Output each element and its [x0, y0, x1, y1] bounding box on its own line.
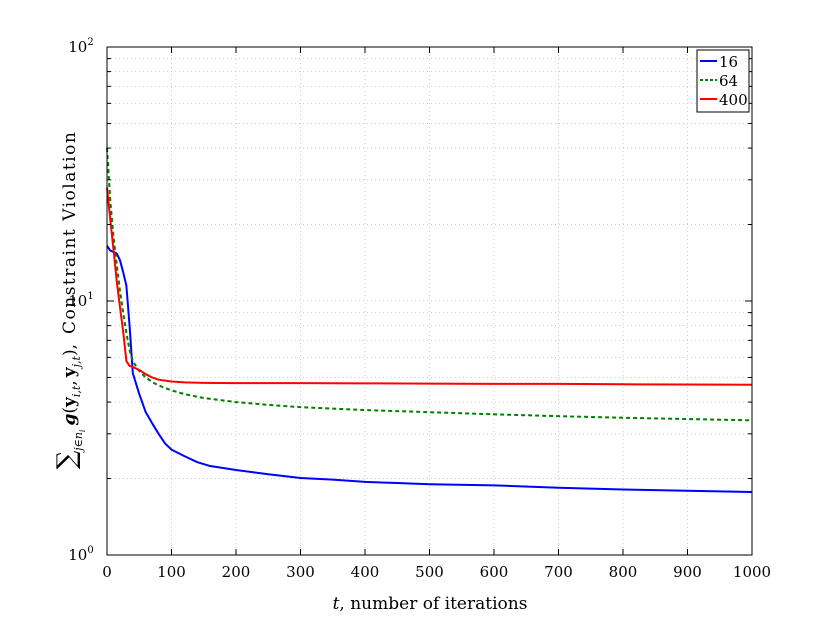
- y-tick-exponent: 2: [87, 37, 93, 48]
- x-tick-label: 300: [286, 563, 315, 581]
- x-tick-label: 800: [609, 563, 638, 581]
- ylabel-func: g: [60, 414, 80, 426]
- x-axis-title: t, number of iterations: [333, 594, 528, 614]
- x-axis-variable: t: [333, 594, 340, 614]
- x-tick-label: 400: [351, 563, 380, 581]
- ylabel-sum: ∑: [52, 450, 82, 469]
- series-line-400: [106, 187, 753, 386]
- ylabel-y1-sub: i,t: [70, 385, 83, 397]
- ylabel-y1: y: [60, 396, 80, 408]
- x-tick-label: 700: [544, 563, 573, 581]
- series-group: [106, 148, 753, 494]
- legend-label-400: 400: [719, 91, 748, 109]
- ylabel-sum-sub: j∈n: [72, 432, 85, 454]
- y-tick-base: 10: [68, 292, 87, 310]
- x-tick-label: 500: [415, 563, 444, 581]
- ylabel-sum-subsub: i: [78, 429, 87, 432]
- y-tick-base: 10: [68, 546, 87, 564]
- x-axis-label: , number of iterations: [339, 594, 527, 614]
- ylabel-close: ),: [60, 344, 80, 356]
- y-tick-base: 10: [68, 38, 87, 56]
- x-tick-label: 100: [157, 563, 186, 581]
- x-tick-label: 900: [673, 563, 702, 581]
- x-tick-label: 0: [102, 563, 112, 581]
- ylabel-y2: y: [60, 366, 80, 378]
- x-tick-label: 600: [480, 563, 509, 581]
- ylabel-comma: ,: [60, 380, 80, 385]
- svg-text:∑j∈nig(yi,t,yj,t),Constraint: ∑j∈nig(yi,t,yj,t),Constraint Violation: [52, 131, 87, 470]
- y-tick-label: 101: [68, 291, 93, 310]
- legend-label-64: 64: [719, 72, 738, 90]
- y-axis-title: ∑j∈nig(yi,t,yj,t),Constraint Violation: [52, 131, 87, 470]
- series-line-16: [106, 245, 753, 494]
- y-tick-label: 100: [68, 545, 93, 564]
- ylabel-y2-sub: j,t: [70, 355, 83, 370]
- axes: [106, 46, 753, 556]
- y-tick-label: 102: [68, 37, 93, 56]
- grid: [107, 47, 752, 555]
- x-tick-labels: 0 100 200 300 400 500 600 700 800 900 1000: [102, 563, 771, 581]
- y-tick-exponent: 1: [87, 291, 93, 302]
- ylabel-open: (: [60, 407, 80, 414]
- legend-label-16: 16: [719, 53, 738, 71]
- x-tick-label: 200: [222, 563, 251, 581]
- ylabel-rest: Constraint Violation: [60, 131, 80, 334]
- x-tick-label: 1000: [733, 563, 771, 581]
- y-tick-exponent: 0: [87, 545, 93, 556]
